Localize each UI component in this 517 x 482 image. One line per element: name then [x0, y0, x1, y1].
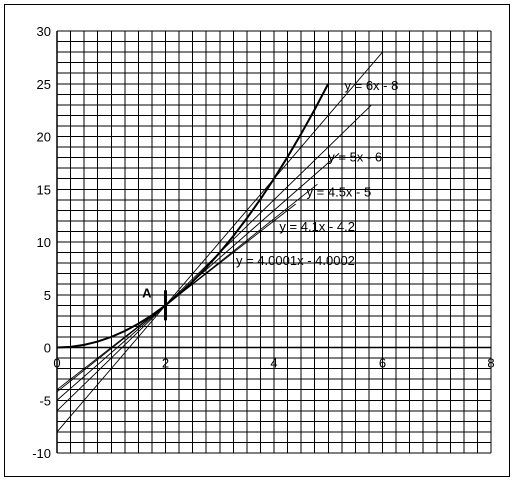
series-label: y = 5x - 6 — [328, 150, 382, 165]
curve-line — [56, 83, 330, 349]
tangent-lines-chart: 0 2 4 6 8 -10 -5 0 5 10 15 20 25 30 A y = 6x - 8 y = 5… — [32, 24, 494, 461]
y-tick-label: 15 — [37, 182, 51, 197]
y-tick-label: 5 — [44, 288, 51, 303]
x-tick-label: 0 — [53, 356, 60, 371]
y-tick-label: -5 — [39, 393, 51, 408]
series-label: y = 4.1x - 4.2 — [279, 219, 355, 234]
grid — [56, 30, 492, 454]
y-tick-label: 20 — [37, 130, 51, 145]
series-line — [56, 51, 383, 433]
series-label: y = 4.0001x - 4.0002 — [236, 253, 355, 268]
y-tick-label: 0 — [44, 341, 51, 356]
x-tick-label: 6 — [379, 356, 386, 371]
y-tick-label: 10 — [37, 235, 51, 250]
point-group: A — [142, 285, 167, 321]
curve-group — [56, 83, 330, 349]
x-tick-label: 4 — [270, 356, 277, 371]
tangent-lines — [56, 51, 383, 433]
tick-labels: 0 2 4 6 8 -10 -5 0 5 10 15 20 25 30 — [32, 24, 494, 461]
x-tick-label: 8 — [487, 356, 494, 371]
x-tick-label: 2 — [162, 356, 169, 371]
chart-frame: 0 2 4 6 8 -10 -5 0 5 10 15 20 25 30 A y = 6x - 8 y = 5… — [4, 4, 510, 477]
series-label: y = 4.5x - 5 — [307, 184, 372, 199]
y-tick-label: 25 — [37, 77, 51, 92]
point-label: A — [142, 285, 152, 300]
y-tick-label: -10 — [32, 446, 51, 461]
y-tick-label: 30 — [37, 24, 51, 39]
line-labels: y = 6x - 8 y = 5x - 6 y = 4.5x - 5 y = 4.1x… — [236, 78, 398, 268]
series-label: y = 6x - 8 — [345, 78, 399, 93]
